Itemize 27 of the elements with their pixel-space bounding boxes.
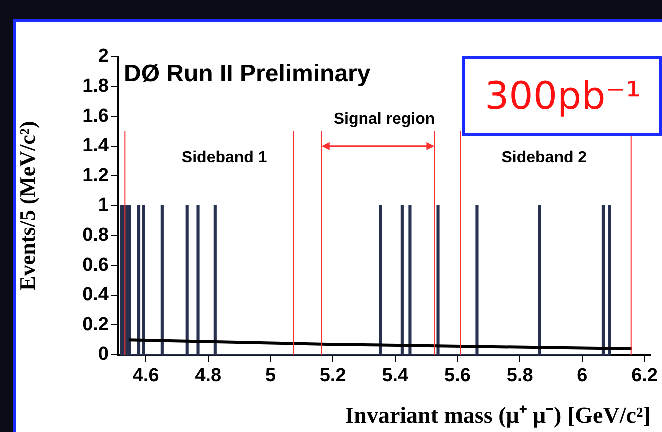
y-tick-label: 1.6 xyxy=(82,106,109,127)
y-axis-title: Events/5 (MeV/c²) xyxy=(14,121,40,291)
y-tick-label: 1.4 xyxy=(82,136,110,157)
x-tick-label: 5.6 xyxy=(444,366,471,387)
x-axis-title: Invariant mass (μ⁺ μ⁻) [GeV/c²] xyxy=(345,403,651,428)
y-tick-label: 0 xyxy=(98,344,109,366)
y-tick-label: 1 xyxy=(98,195,110,216)
x-tick-label: 6 xyxy=(577,366,588,387)
x-tick-label: 4.8 xyxy=(195,366,222,387)
y-tick-label: 1.2 xyxy=(82,165,109,186)
y-tick-label: 0.4 xyxy=(82,284,110,306)
annotation: Sideband 2 xyxy=(502,150,588,167)
x-tick-label: 4.6 xyxy=(132,366,160,387)
y-tick-label: 0.2 xyxy=(82,314,109,336)
annotation: Sideband 1 xyxy=(182,150,268,167)
chart-title: DØ Run II Preliminary xyxy=(124,60,372,88)
x-tick-label: 5.2 xyxy=(320,366,346,387)
x-tick-label: 5.8 xyxy=(506,366,534,387)
y-tick-label: 2 xyxy=(98,46,109,68)
x-tick-label: 6.2 xyxy=(632,366,658,387)
y-tick-label: 0.8 xyxy=(82,225,109,246)
y-tick-label: 0.6 xyxy=(82,254,109,276)
y-tick-label: 1.8 xyxy=(82,76,109,98)
x-tick-label: 5.4 xyxy=(382,366,410,387)
x-tick-label: 5 xyxy=(265,366,276,387)
annotation: Signal region xyxy=(334,110,436,128)
annotation: 300pb⁻¹ xyxy=(462,56,662,136)
